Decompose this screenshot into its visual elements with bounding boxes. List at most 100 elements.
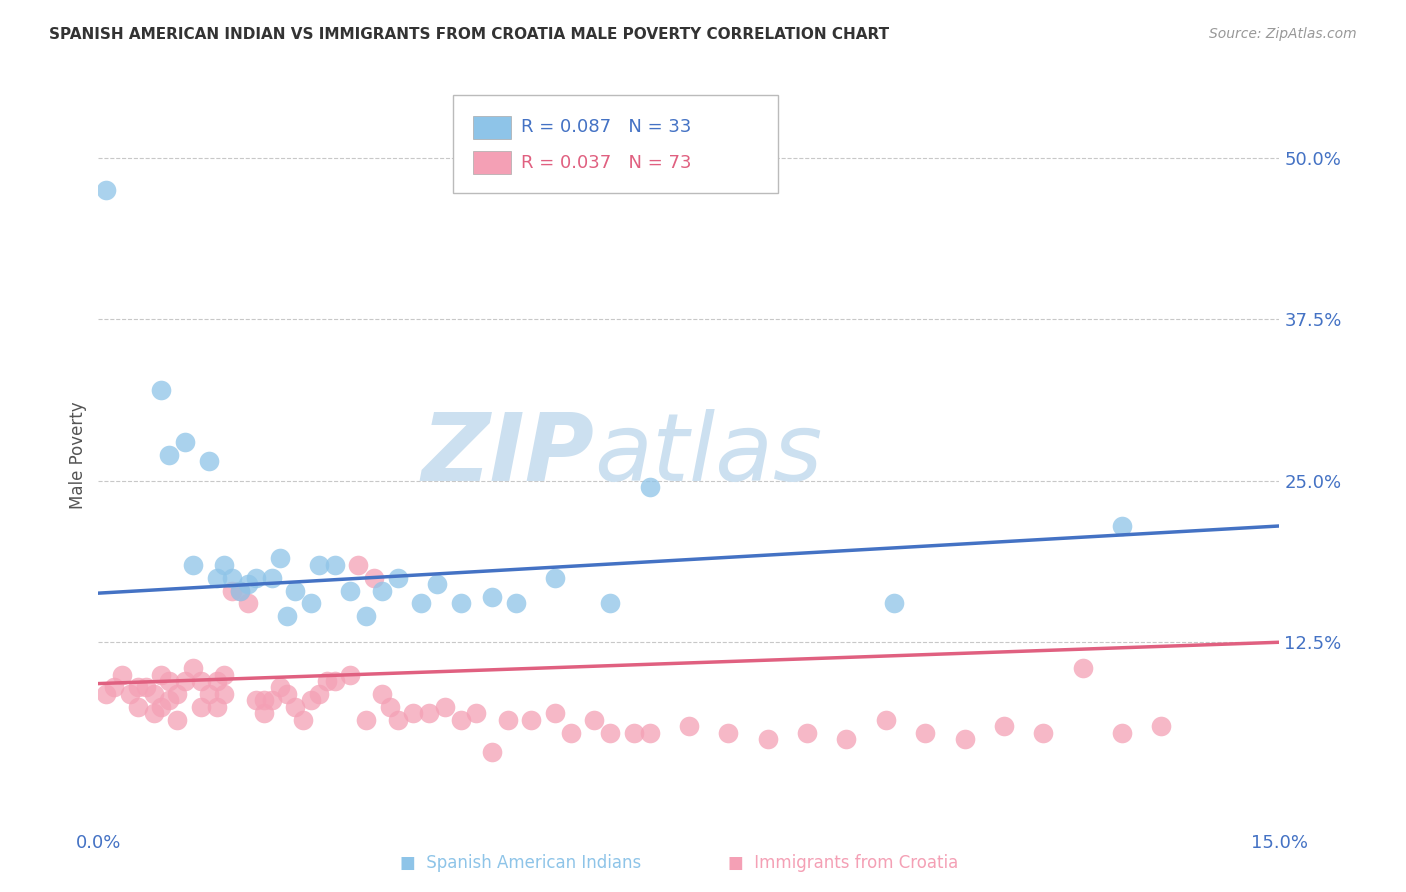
- Point: [135, 681, 157, 695]
- Point: [560, 725, 582, 739]
- Point: [229, 583, 252, 598]
- Point: [465, 706, 488, 721]
- Point: [157, 673, 180, 688]
- Point: [253, 706, 276, 721]
- Point: [835, 732, 858, 747]
- Point: [181, 558, 204, 572]
- Point: [717, 725, 740, 739]
- Point: [914, 725, 936, 739]
- Point: [111, 667, 134, 681]
- Point: [323, 558, 346, 572]
- Point: [1150, 719, 1173, 733]
- Point: [875, 713, 897, 727]
- Point: [339, 667, 361, 681]
- Point: [174, 673, 197, 688]
- Point: [214, 667, 236, 681]
- Text: R = 0.087   N = 33: R = 0.087 N = 33: [522, 119, 692, 136]
- Point: [181, 661, 204, 675]
- Point: [127, 681, 149, 695]
- Text: atlas: atlas: [595, 409, 823, 500]
- Point: [253, 693, 276, 707]
- Point: [142, 706, 165, 721]
- Point: [174, 435, 197, 450]
- Point: [544, 706, 567, 721]
- Point: [323, 673, 346, 688]
- Point: [354, 609, 377, 624]
- Point: [166, 713, 188, 727]
- Point: [371, 583, 394, 598]
- Point: [883, 597, 905, 611]
- Point: [433, 699, 456, 714]
- Point: [387, 713, 409, 727]
- Y-axis label: Male Poverty: Male Poverty: [69, 401, 87, 508]
- Point: [450, 713, 472, 727]
- Point: [426, 577, 449, 591]
- Point: [953, 732, 976, 747]
- Point: [221, 571, 243, 585]
- Point: [127, 699, 149, 714]
- Point: [157, 693, 180, 707]
- Point: [756, 732, 779, 747]
- Point: [371, 687, 394, 701]
- Text: SPANISH AMERICAN INDIAN VS IMMIGRANTS FROM CROATIA MALE POVERTY CORRELATION CHAR: SPANISH AMERICAN INDIAN VS IMMIGRANTS FR…: [49, 27, 890, 42]
- Point: [150, 667, 173, 681]
- Point: [1032, 725, 1054, 739]
- Point: [418, 706, 440, 721]
- Point: [993, 719, 1015, 733]
- Point: [245, 571, 267, 585]
- Point: [197, 687, 219, 701]
- Point: [363, 571, 385, 585]
- Point: [308, 558, 330, 572]
- Point: [96, 183, 118, 197]
- Point: [387, 571, 409, 585]
- Point: [166, 687, 188, 701]
- Point: [599, 725, 621, 739]
- Point: [402, 706, 425, 721]
- Point: [221, 583, 243, 598]
- Point: [1111, 725, 1133, 739]
- Point: [481, 745, 503, 759]
- Point: [190, 699, 212, 714]
- Point: [354, 713, 377, 727]
- Text: ZIP: ZIP: [422, 409, 595, 501]
- Point: [284, 583, 307, 598]
- Point: [229, 583, 252, 598]
- Point: [481, 590, 503, 604]
- Point: [299, 597, 322, 611]
- Point: [157, 448, 180, 462]
- Point: [150, 699, 173, 714]
- Text: ■  Spanish American Indians: ■ Spanish American Indians: [399, 855, 641, 872]
- Point: [214, 558, 236, 572]
- FancyBboxPatch shape: [472, 116, 510, 139]
- Point: [599, 597, 621, 611]
- Point: [623, 725, 645, 739]
- Point: [205, 673, 228, 688]
- Point: [205, 571, 228, 585]
- Point: [269, 551, 291, 566]
- Point: [96, 687, 118, 701]
- Text: Source: ZipAtlas.com: Source: ZipAtlas.com: [1209, 27, 1357, 41]
- Point: [796, 725, 818, 739]
- Point: [292, 713, 315, 727]
- Point: [411, 597, 433, 611]
- Point: [236, 577, 259, 591]
- Point: [269, 681, 291, 695]
- Point: [583, 713, 606, 727]
- Point: [214, 687, 236, 701]
- Point: [276, 687, 298, 701]
- Point: [496, 713, 519, 727]
- Point: [103, 681, 125, 695]
- Point: [118, 687, 141, 701]
- Point: [544, 571, 567, 585]
- Point: [276, 609, 298, 624]
- Point: [299, 693, 322, 707]
- Point: [142, 687, 165, 701]
- Point: [236, 597, 259, 611]
- Point: [197, 454, 219, 468]
- Point: [150, 384, 173, 398]
- Point: [347, 558, 370, 572]
- Point: [1111, 519, 1133, 533]
- Point: [260, 571, 283, 585]
- Point: [520, 713, 543, 727]
- Point: [315, 673, 337, 688]
